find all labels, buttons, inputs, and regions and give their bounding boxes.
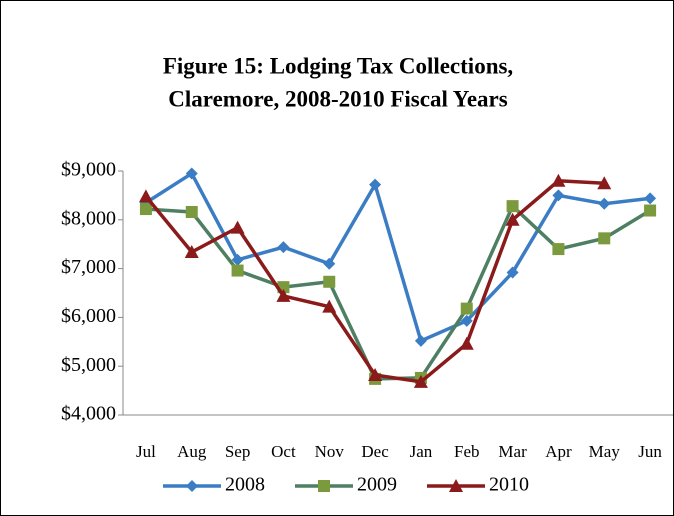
x-tick-label: Jan (410, 442, 433, 461)
marker (185, 205, 198, 218)
chart-subtitle: Claremore, 2008-2010 Fiscal Years (168, 86, 507, 111)
marker (185, 167, 198, 180)
x-tick-label: May (589, 442, 621, 461)
marker (230, 220, 245, 234)
legend-marker (449, 479, 463, 492)
marker (231, 253, 244, 266)
y-tick-label: $9,000 (61, 159, 116, 181)
marker (414, 334, 427, 347)
legend-label: 2009 (357, 474, 397, 496)
x-tick-label: Feb (454, 442, 480, 461)
marker (644, 192, 657, 205)
y-tick-label: $8,000 (61, 207, 116, 229)
marker (597, 176, 612, 190)
marker (460, 314, 473, 327)
x-tick-label: Dec (361, 442, 389, 461)
marker (552, 243, 565, 256)
marker (139, 203, 152, 216)
marker (277, 241, 290, 254)
series-line (144, 170, 651, 344)
marker (276, 288, 291, 302)
marker (369, 178, 382, 191)
marker (413, 374, 428, 388)
marker (506, 266, 519, 279)
marker (459, 336, 474, 350)
marker (323, 275, 336, 288)
marker (598, 197, 611, 210)
marker (644, 204, 657, 217)
y-tick-label: $6,000 (61, 305, 116, 327)
marker (460, 302, 473, 315)
marker (322, 299, 337, 313)
x-tick-label: Nov (315, 442, 345, 461)
marker (231, 264, 244, 277)
x-tick-label: Apr (545, 442, 572, 461)
marker (138, 189, 153, 203)
x-tick-label: Mar (498, 442, 527, 461)
legend-label: 2008 (225, 474, 265, 496)
x-tick-label: Oct (271, 442, 296, 461)
chart-title: Figure 15: Lodging Tax Collections, (163, 53, 513, 78)
x-tick-label: Aug (177, 442, 207, 461)
legend-label: 2010 (489, 474, 529, 496)
legend-marker (318, 480, 330, 492)
x-tick-label: Jun (638, 442, 662, 461)
marker (368, 367, 383, 381)
marker (551, 173, 566, 187)
marker (323, 257, 336, 270)
x-tick-label: Jul (136, 442, 156, 461)
marker (506, 200, 519, 213)
y-tick-label: $7,000 (61, 256, 116, 278)
marker (552, 189, 565, 202)
legend-marker (186, 480, 198, 492)
y-tick-label: $4,000 (61, 403, 116, 425)
x-tick-label: Sep (225, 442, 251, 461)
marker (505, 212, 520, 226)
marker (184, 245, 199, 259)
y-tick-label: $5,000 (61, 354, 116, 376)
marker (598, 232, 611, 245)
